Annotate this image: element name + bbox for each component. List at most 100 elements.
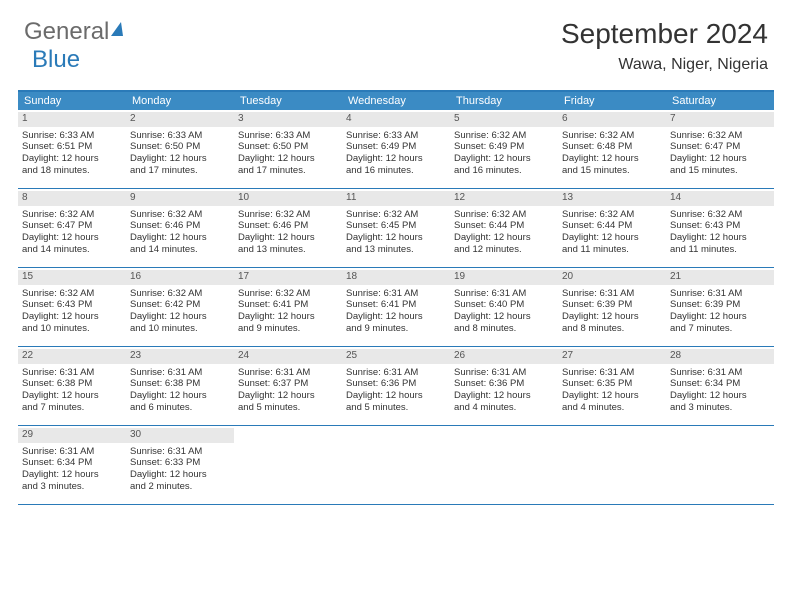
sunrise-text: Sunrise: 6:31 AM	[238, 367, 338, 379]
sunrise-text: Sunrise: 6:31 AM	[454, 288, 554, 300]
daylight-text: and 6 minutes.	[130, 402, 230, 414]
day-number: 21	[666, 270, 774, 285]
week-row: 22Sunrise: 6:31 AMSunset: 6:38 PMDayligh…	[18, 347, 774, 426]
sunrise-text: Sunrise: 6:31 AM	[670, 288, 770, 300]
day-number: 11	[342, 191, 450, 206]
daylight-text: and 16 minutes.	[454, 165, 554, 177]
day-number: 13	[558, 191, 666, 206]
day-number: 25	[342, 349, 450, 364]
day-cell: 16Sunrise: 6:32 AMSunset: 6:42 PMDayligh…	[126, 268, 234, 346]
day-number: 30	[126, 428, 234, 443]
daylight-text: Daylight: 12 hours	[562, 232, 662, 244]
dow-header: Saturday	[666, 92, 774, 110]
sunrise-text: Sunrise: 6:32 AM	[130, 288, 230, 300]
sunrise-text: Sunrise: 6:33 AM	[130, 130, 230, 142]
day-number: 19	[450, 270, 558, 285]
day-number: 14	[666, 191, 774, 206]
sunset-text: Sunset: 6:49 PM	[346, 141, 446, 153]
sunset-text: Sunset: 6:43 PM	[22, 299, 122, 311]
daylight-text: Daylight: 12 hours	[130, 390, 230, 402]
sunset-text: Sunset: 6:48 PM	[562, 141, 662, 153]
sunset-text: Sunset: 6:42 PM	[130, 299, 230, 311]
calendar: SundayMondayTuesdayWednesdayThursdayFrid…	[18, 90, 774, 505]
sunset-text: Sunset: 6:37 PM	[238, 378, 338, 390]
daylight-text: and 17 minutes.	[238, 165, 338, 177]
day-number: 20	[558, 270, 666, 285]
daylight-text: Daylight: 12 hours	[346, 390, 446, 402]
day-cell: 21 Sunrise: 6:31 AMSunset: 6:39 PMDayligh…	[666, 268, 774, 346]
sunset-text: Sunset: 6:43 PM	[670, 220, 770, 232]
sunrise-text: Sunrise: 6:33 AM	[346, 130, 446, 142]
month-title: September 2024	[561, 18, 768, 50]
sunrise-text: Sunrise: 6:33 AM	[22, 130, 122, 142]
daylight-text: and 4 minutes.	[562, 402, 662, 414]
day-number: 22	[18, 349, 126, 364]
daylight-text: and 15 minutes.	[670, 165, 770, 177]
daylight-text: Daylight: 12 hours	[130, 232, 230, 244]
daylight-text: Daylight: 12 hours	[454, 390, 554, 402]
daylight-text: and 16 minutes.	[346, 165, 446, 177]
dow-header-row: SundayMondayTuesdayWednesdayThursdayFrid…	[18, 92, 774, 110]
day-number: 27	[558, 349, 666, 364]
day-number: 17	[234, 270, 342, 285]
daylight-text: and 15 minutes.	[562, 165, 662, 177]
day-number: 2	[126, 112, 234, 127]
daylight-text: Daylight: 12 hours	[562, 311, 662, 323]
sunset-text: Sunset: 6:38 PM	[130, 378, 230, 390]
sunset-text: Sunset: 6:41 PM	[238, 299, 338, 311]
daylight-text: Daylight: 12 hours	[22, 153, 122, 165]
logo-text-1: General	[24, 18, 109, 46]
day-cell: 7Sunrise: 6:32 AMSunset: 6:47 PMDaylight…	[666, 110, 774, 188]
sunset-text: Sunset: 6:39 PM	[670, 299, 770, 311]
daylight-text: Daylight: 12 hours	[670, 311, 770, 323]
day-cell: 3Sunrise: 6:33 AMSunset: 6:50 PMDaylight…	[234, 110, 342, 188]
sunrise-text: Sunrise: 6:31 AM	[22, 367, 122, 379]
daylight-text: and 14 minutes.	[22, 244, 122, 256]
daylight-text: Daylight: 12 hours	[238, 153, 338, 165]
day-cell-empty	[234, 426, 342, 504]
daylight-text: Daylight: 12 hours	[670, 153, 770, 165]
daylight-text: Daylight: 12 hours	[22, 232, 122, 244]
sunset-text: Sunset: 6:49 PM	[454, 141, 554, 153]
daylight-text: Daylight: 12 hours	[238, 390, 338, 402]
sunset-text: Sunset: 6:47 PM	[22, 220, 122, 232]
sunrise-text: Sunrise: 6:32 AM	[454, 130, 554, 142]
sunrise-text: Sunrise: 6:32 AM	[562, 130, 662, 142]
daylight-text: and 3 minutes.	[670, 402, 770, 414]
daylight-text: Daylight: 12 hours	[22, 311, 122, 323]
daylight-text: Daylight: 12 hours	[346, 153, 446, 165]
daylight-text: Daylight: 12 hours	[454, 311, 554, 323]
week-row: 15Sunrise: 6:32 AMSunset: 6:43 PMDayligh…	[18, 268, 774, 347]
daylight-text: and 5 minutes.	[238, 402, 338, 414]
sunrise-text: Sunrise: 6:31 AM	[130, 446, 230, 458]
day-cell: 26Sunrise: 6:31 AMSunset: 6:36 PMDayligh…	[450, 347, 558, 425]
daylight-text: and 5 minutes.	[346, 402, 446, 414]
title-block: September 2024 Wawa, Niger, Nigeria	[561, 18, 768, 74]
daylight-text: Daylight: 12 hours	[22, 469, 122, 481]
daylight-text: and 3 minutes.	[22, 481, 122, 493]
week-row: 29Sunrise: 6:31 AMSunset: 6:34 PMDayligh…	[18, 426, 774, 505]
sunrise-text: Sunrise: 6:31 AM	[346, 367, 446, 379]
sunrise-text: Sunrise: 6:32 AM	[562, 209, 662, 221]
daylight-text: and 11 minutes.	[670, 244, 770, 256]
daylight-text: and 8 minutes.	[562, 323, 662, 335]
day-cell: 27Sunrise: 6:31 AMSunset: 6:35 PMDayligh…	[558, 347, 666, 425]
day-cell: 14Sunrise: 6:32 AMSunset: 6:43 PMDayligh…	[666, 189, 774, 267]
daylight-text: and 13 minutes.	[238, 244, 338, 256]
sunrise-text: Sunrise: 6:32 AM	[670, 130, 770, 142]
day-number: 23	[126, 349, 234, 364]
day-number: 3	[234, 112, 342, 127]
sunset-text: Sunset: 6:36 PM	[346, 378, 446, 390]
day-number: 24	[234, 349, 342, 364]
sunrise-text: Sunrise: 6:32 AM	[346, 209, 446, 221]
daylight-text: Daylight: 12 hours	[130, 311, 230, 323]
daylight-text: Daylight: 12 hours	[670, 232, 770, 244]
day-cell: 4Sunrise: 6:33 AMSunset: 6:49 PMDaylight…	[342, 110, 450, 188]
dow-header: Friday	[558, 92, 666, 110]
week-row: 8Sunrise: 6:32 AMSunset: 6:47 PMDaylight…	[18, 189, 774, 268]
day-cell: 11Sunrise: 6:32 AMSunset: 6:45 PMDayligh…	[342, 189, 450, 267]
sunrise-text: Sunrise: 6:31 AM	[130, 367, 230, 379]
sunset-text: Sunset: 6:45 PM	[346, 220, 446, 232]
sunrise-text: Sunrise: 6:32 AM	[22, 209, 122, 221]
daylight-text: and 11 minutes.	[562, 244, 662, 256]
